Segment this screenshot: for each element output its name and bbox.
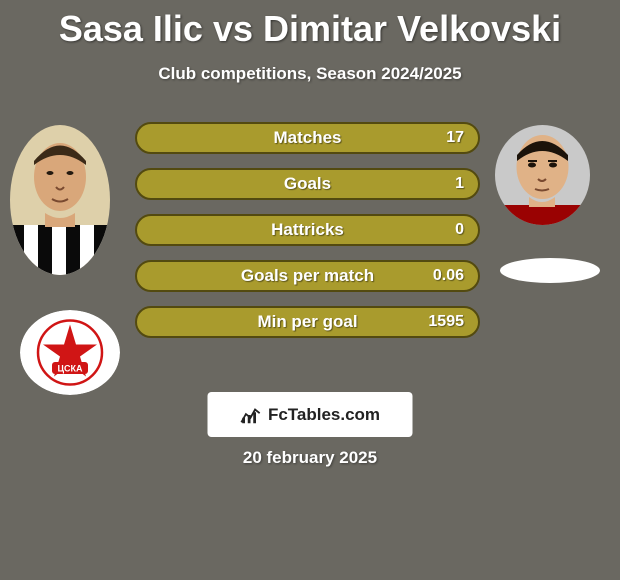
watermark-text: FcTables.com xyxy=(268,405,380,425)
stat-label: Goals per match xyxy=(241,266,374,286)
player-left-avatar xyxy=(10,125,110,275)
player-right-avatar xyxy=(495,125,590,225)
chart-icon xyxy=(240,404,262,426)
stat-label: Goals xyxy=(284,174,331,194)
stat-right-value: 1595 xyxy=(428,313,464,331)
stat-row-hattricks: Hattricks 0 xyxy=(135,214,480,246)
stat-row-min-per-goal: Min per goal 1595 xyxy=(135,306,480,338)
stat-right-value: 17 xyxy=(446,129,464,147)
player-left-avatar-svg xyxy=(10,125,110,275)
club-left-badge-svg: ЦСКА xyxy=(20,310,120,395)
comparison-card: Sasa Ilic vs Dimitar Velkovski Club comp… xyxy=(0,0,620,580)
stat-right-value: 0.06 xyxy=(433,267,464,285)
club-left-badge-text: ЦСКА xyxy=(57,364,83,374)
page-title: Sasa Ilic vs Dimitar Velkovski xyxy=(0,0,620,50)
stat-right-value: 1 xyxy=(455,175,464,193)
footer-date: 20 february 2025 xyxy=(0,448,620,468)
stat-right-value: 0 xyxy=(455,221,464,239)
club-left-badge: ЦСКА xyxy=(20,310,120,395)
stat-label: Min per goal xyxy=(257,312,357,332)
page-subtitle: Club competitions, Season 2024/2025 xyxy=(0,64,620,84)
stat-row-matches: Matches 17 xyxy=(135,122,480,154)
stats-table: Matches 17 Goals 1 Hattricks 0 Goals per… xyxy=(135,122,480,352)
club-right-badge xyxy=(500,258,600,283)
player-right-avatar-svg xyxy=(495,125,590,225)
stat-row-goals-per-match: Goals per match 0.06 xyxy=(135,260,480,292)
stat-row-goals: Goals 1 xyxy=(135,168,480,200)
stat-label: Hattricks xyxy=(271,220,344,240)
watermark[interactable]: FcTables.com xyxy=(208,392,413,437)
stat-label: Matches xyxy=(273,128,341,148)
